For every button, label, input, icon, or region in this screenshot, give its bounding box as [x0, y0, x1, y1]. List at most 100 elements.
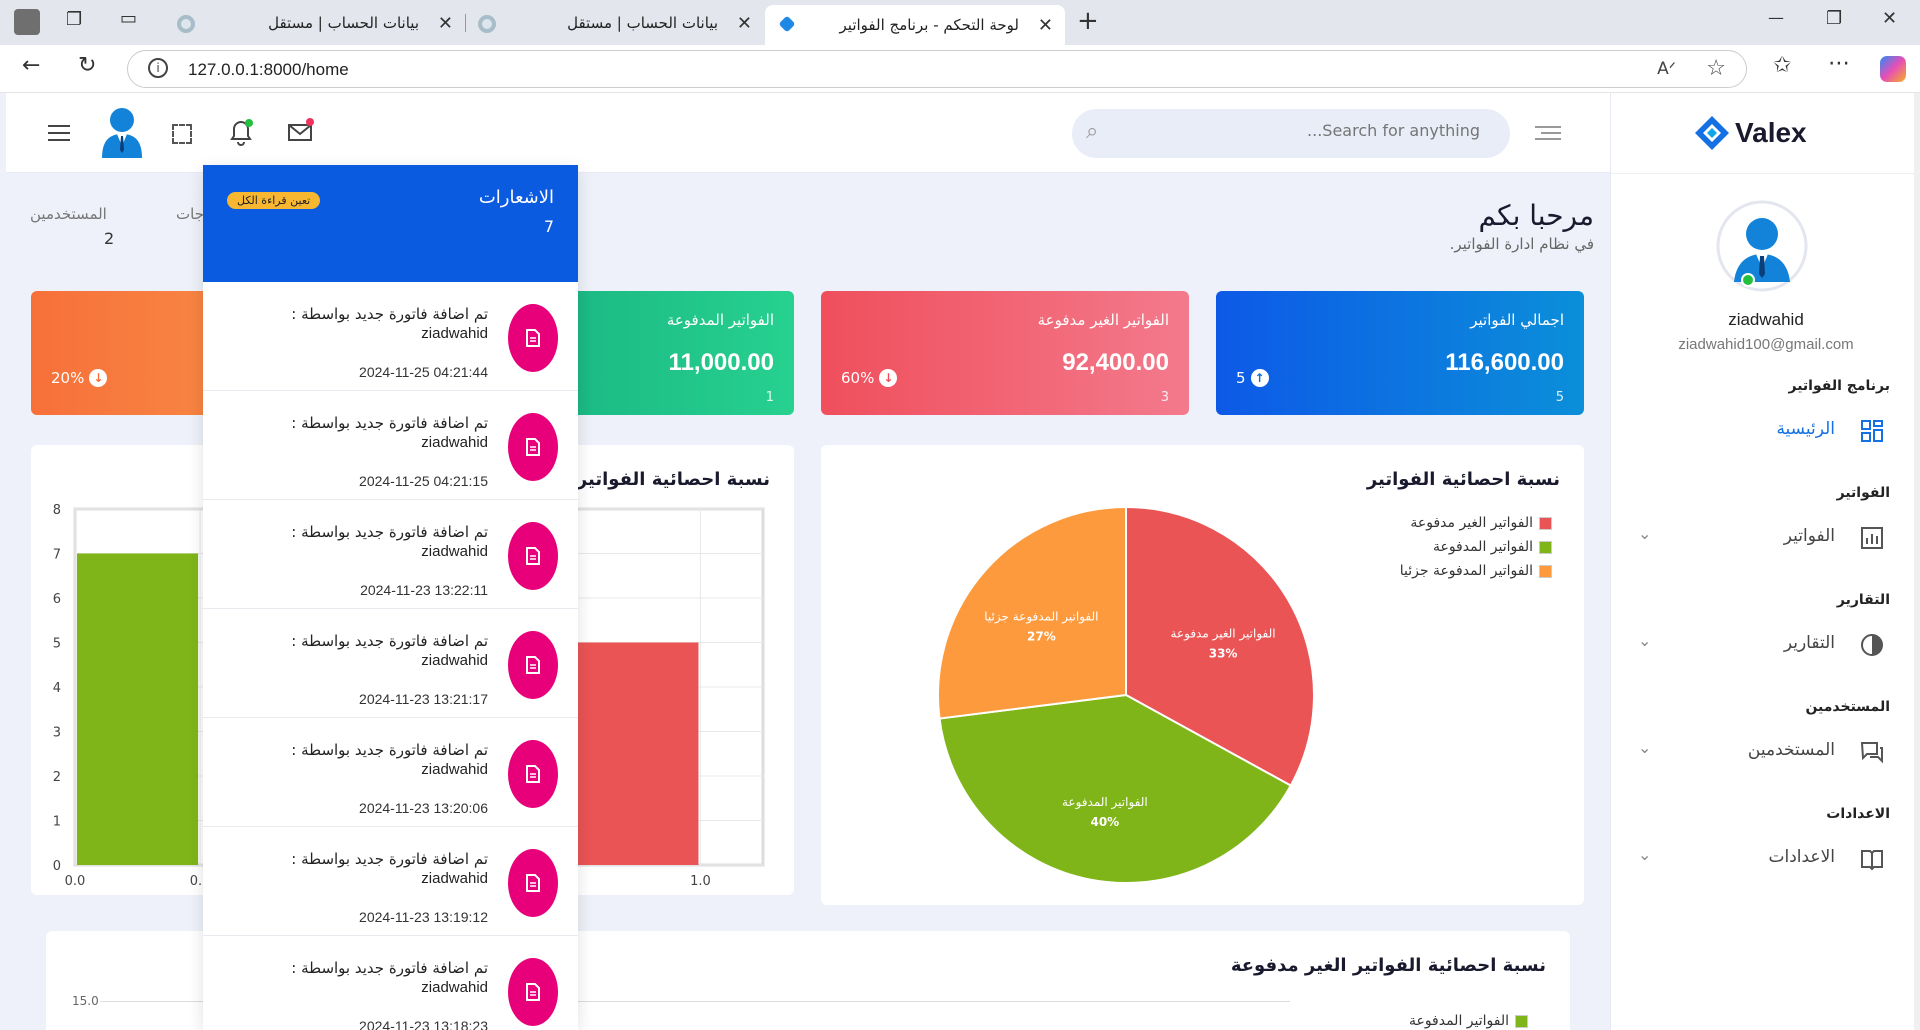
- favorites-icon[interactable]: ✩: [1773, 53, 1792, 78]
- pie-chart-title: نسبة احصائية الفواتير: [1366, 469, 1560, 490]
- notification-item[interactable]: تم اضافة فاتورة جديد بواسطة : ziadwahid 2…: [203, 936, 578, 1030]
- card-count: 5: [1555, 390, 1564, 405]
- sidebar-item-invoices[interactable]: الفواتير ⌄: [1610, 518, 1920, 558]
- close-tab-icon[interactable]: ✕: [437, 12, 453, 34]
- notification-text: تم اضافة فاتورة جديد بواسطة : ziadwahid: [291, 632, 488, 669]
- legend-item-paid[interactable]: الفواتير المدفوعة: [1433, 539, 1552, 555]
- card-unpaid-invoices[interactable]: الفواتير الغير مدفوعة 92,400.00 3 60% ↓: [821, 291, 1189, 415]
- pie-slice-label: الفواتير المدفوعة: [1062, 795, 1148, 810]
- notification-time: 2024-11-23 13:22:11: [360, 582, 488, 598]
- tab-title: لوحة التحكم - برنامج الفواتير: [839, 16, 1019, 34]
- close-window-button[interactable]: ✕: [1882, 8, 1898, 29]
- document-icon: [508, 304, 558, 372]
- legend-item-unpaid[interactable]: الفواتير الغير مدفوعة: [1410, 515, 1552, 531]
- y-tick-label: 3: [53, 726, 61, 741]
- notification-item[interactable]: تم اضافة فاتورة جديد بواسطة : ziadwahid 2…: [203, 718, 578, 827]
- tab-favicon-icon: [177, 15, 195, 33]
- card-value: 11,000.00: [668, 349, 774, 376]
- sidebar-item-settings[interactable]: الاعدادات ⌄: [1610, 839, 1920, 879]
- card-change: 60% ↓: [841, 369, 898, 387]
- notification-item[interactable]: تم اضافة فاتورة جديد بواسطة : ziadwahid 2…: [203, 609, 578, 718]
- tab-title: بيانات الحساب | مستقل: [268, 14, 419, 32]
- menu-toggle-icon[interactable]: [48, 125, 70, 141]
- more-menu-icon[interactable]: ⋯: [1828, 51, 1850, 76]
- tab-actions-icon[interactable]: ▭: [120, 8, 138, 29]
- chevron-down-icon: ⌄: [1638, 738, 1652, 757]
- notification-time: 2024-11-25 04:21:44: [359, 364, 488, 380]
- card-total-invoices[interactable]: اجمالي الفواتير 116,600.00 5 5 ↑: [1216, 291, 1584, 415]
- user-avatar-icon[interactable]: [100, 106, 144, 158]
- tab-3-active[interactable]: لوحة التحكم - برنامج الفواتير ✕: [765, 5, 1065, 45]
- section-header-users: المستخدمين: [1805, 699, 1890, 715]
- search-input[interactable]: [1150, 121, 1480, 140]
- url-field[interactable]: i 127.0.0.1:8000/home Aᐟ ☆: [127, 50, 1747, 88]
- bottom-y-tick: 15.0: [72, 994, 99, 1008]
- workspaces-icon[interactable]: ❐: [66, 9, 83, 30]
- favorite-star-icon[interactable]: ☆: [1706, 56, 1726, 81]
- pie-slice[interactable]: [937, 505, 1127, 720]
- card-title: اجمالي الفواتير: [1470, 311, 1564, 329]
- sidebar-item-reports[interactable]: التقارير ⌄: [1610, 625, 1920, 665]
- sidebar-item-home[interactable]: الرئيسية: [1610, 411, 1920, 451]
- notifications-header: الاشعارات 7 تعين قراءة الكل: [203, 165, 578, 282]
- maximize-button[interactable]: ❐: [1826, 8, 1843, 29]
- sidebar-item-users[interactable]: المستخدمين ⌄: [1610, 732, 1920, 772]
- close-tab-icon[interactable]: ✕: [736, 12, 752, 34]
- bottom-chart-title: نسبة احصائية الفواتير الغير مدفوعة: [1230, 955, 1546, 976]
- notification-time: 2024-11-23 13:19:12: [359, 909, 488, 925]
- close-tab-icon[interactable]: ✕: [1037, 14, 1053, 36]
- notification-text: تم اضافة فاتورة جديد بواسطة : ziadwahid: [291, 959, 488, 996]
- card-change: 20% ↓: [51, 369, 108, 387]
- site-info-icon[interactable]: i: [148, 58, 168, 78]
- card-title: الفواتير الغير مدفوعة: [1037, 311, 1169, 329]
- notification-item[interactable]: تم اضافة فاتورة جديد بواسطة : ziadwahid 2…: [203, 391, 578, 500]
- back-icon[interactable]: ←: [22, 53, 41, 78]
- notification-text: تم اضافة فاتورة جديد بواسطة : ziadwahid: [291, 741, 488, 778]
- bell-icon[interactable]: [228, 118, 254, 146]
- search-box[interactable]: ⌕: [1072, 109, 1510, 158]
- stat-users-value: 2: [104, 229, 115, 248]
- card-change: 5 ↑: [1236, 369, 1269, 387]
- notification-time: 2024-11-23 13:21:17: [359, 691, 488, 707]
- notifications-dropdown: الاشعارات 7 تعين قراءة الكل تم اضافة فات…: [203, 165, 578, 1030]
- new-tab-button[interactable]: +: [1077, 6, 1099, 36]
- arrow-up-icon: ↑: [1250, 369, 1269, 387]
- tab-1[interactable]: بيانات الحساب | مستقل ✕: [165, 5, 465, 41]
- notification-item[interactable]: تم اضافة فاتورة جديد بواسطة : ziadwahid 2…: [203, 500, 578, 609]
- pie-slice-percent: 27%: [1027, 629, 1056, 643]
- mark-all-read-button[interactable]: تعين قراءة الكل: [227, 192, 321, 209]
- section-header-program: برنامج الفواتير: [1788, 378, 1891, 394]
- y-tick-label: 6: [53, 592, 61, 607]
- notifications-count: 7: [543, 217, 554, 236]
- refresh-icon[interactable]: ↻: [78, 53, 97, 78]
- copilot-icon[interactable]: [1880, 56, 1906, 82]
- bottom-legend-item[interactable]: الفواتير المدفوعة: [1409, 1013, 1528, 1029]
- bar[interactable]: [77, 553, 199, 866]
- pie-icon: [1861, 634, 1883, 656]
- legend-item-partial[interactable]: الفواتير المدفوعة جزئيا: [1400, 563, 1552, 579]
- pie-slice[interactable]: [938, 693, 1293, 884]
- x-tick-label: 1.0: [690, 874, 711, 889]
- profile-avatar[interactable]: [14, 9, 40, 35]
- mail-icon[interactable]: [286, 115, 316, 145]
- notification-item[interactable]: تم اضافة فاتورة جديد بواسطة : ziadwahid 2…: [203, 827, 578, 936]
- sidebar-scrollbar[interactable]: [1914, 93, 1920, 1030]
- document-icon: [508, 849, 558, 917]
- fullscreen-icon[interactable]: [172, 124, 192, 144]
- sidebar-toggle-icon[interactable]: [1535, 126, 1561, 140]
- y-tick-label: 0: [53, 859, 61, 874]
- notification-time: 2024-11-23 13:18:23: [359, 1018, 488, 1030]
- y-tick-label: 2: [53, 770, 61, 785]
- card-count: 3: [1160, 390, 1169, 405]
- read-aloud-icon[interactable]: Aᐟ: [1657, 59, 1676, 79]
- notification-item[interactable]: تم اضافة فاتورة جديد بواسطة : ziadwahid 2…: [203, 282, 578, 391]
- book-icon: [1861, 850, 1883, 871]
- bar[interactable]: [577, 642, 699, 866]
- pie-slice[interactable]: [1125, 505, 1315, 787]
- minimize-button[interactable]: —: [1768, 8, 1784, 27]
- sidebar-avatar[interactable]: [1716, 200, 1808, 292]
- notification-text: تم اضافة فاتورة جديد بواسطة : ziadwahid: [291, 305, 488, 342]
- tab-2[interactable]: بيانات الحساب | مستقل ✕: [466, 5, 764, 41]
- logo[interactable]: Valex: [1693, 93, 1843, 173]
- notification-text: تم اضافة فاتورة جديد بواسطة : ziadwahid: [291, 850, 488, 887]
